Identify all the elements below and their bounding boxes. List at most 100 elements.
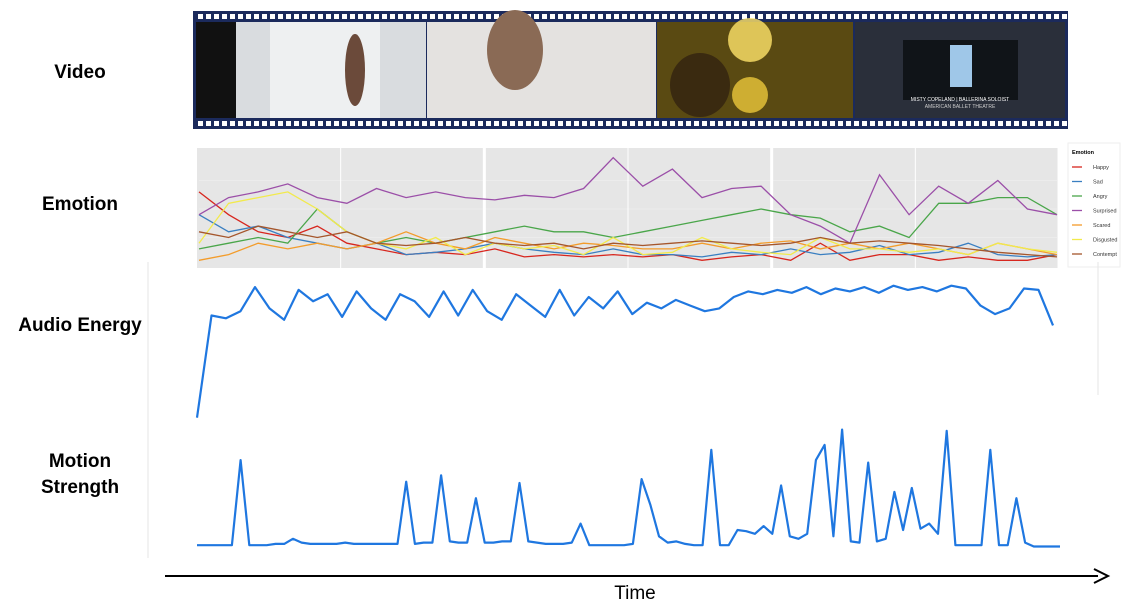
film-hole bbox=[334, 14, 339, 19]
film-hole bbox=[230, 14, 235, 19]
film-hole bbox=[270, 14, 275, 19]
film-hole bbox=[558, 121, 563, 126]
film-hole bbox=[286, 121, 291, 126]
film-hole bbox=[662, 121, 667, 126]
film-hole bbox=[654, 121, 659, 126]
film-hole bbox=[878, 121, 883, 126]
film-hole bbox=[638, 14, 643, 19]
film-hole bbox=[830, 121, 835, 126]
film-hole bbox=[614, 121, 619, 126]
film-hole bbox=[998, 121, 1003, 126]
film-hole bbox=[198, 121, 203, 126]
film-hole bbox=[974, 14, 979, 19]
film-hole bbox=[374, 14, 379, 19]
legend-label: Sad bbox=[1093, 180, 1103, 186]
film-hole bbox=[542, 14, 547, 19]
film-hole bbox=[926, 14, 931, 19]
film-hole bbox=[358, 121, 363, 126]
film-hole bbox=[966, 121, 971, 126]
film-hole bbox=[798, 121, 803, 126]
film-hole bbox=[1006, 14, 1011, 19]
film-hole bbox=[534, 14, 539, 19]
signal-line bbox=[197, 430, 1060, 547]
film-hole bbox=[822, 121, 827, 126]
legend-label: Scared bbox=[1093, 223, 1110, 229]
film-hole bbox=[550, 14, 555, 19]
film-hole bbox=[206, 14, 211, 19]
film-hole bbox=[270, 121, 275, 126]
film-hole bbox=[758, 14, 763, 19]
film-hole bbox=[918, 14, 923, 19]
film-hole bbox=[262, 121, 267, 126]
film-hole bbox=[262, 14, 267, 19]
film-hole bbox=[966, 14, 971, 19]
film-hole bbox=[454, 121, 459, 126]
row-label: Audio Energy bbox=[18, 315, 142, 336]
film-hole bbox=[630, 14, 635, 19]
film-hole bbox=[374, 121, 379, 126]
film-hole bbox=[694, 14, 699, 19]
film-hole bbox=[742, 121, 747, 126]
film-hole bbox=[438, 14, 443, 19]
film-hole bbox=[990, 121, 995, 126]
film-hole bbox=[670, 121, 675, 126]
film-hole bbox=[974, 121, 979, 126]
film-hole bbox=[678, 121, 683, 126]
film-hole bbox=[342, 14, 347, 19]
film-hole bbox=[950, 121, 955, 126]
film-hole bbox=[910, 121, 915, 126]
film-hole bbox=[278, 14, 283, 19]
frame-detail bbox=[670, 53, 730, 117]
film-hole bbox=[1014, 121, 1019, 126]
film-hole bbox=[766, 14, 771, 19]
frame-detail bbox=[728, 18, 772, 62]
film-hole bbox=[430, 14, 435, 19]
film-hole bbox=[206, 121, 211, 126]
film-hole bbox=[582, 14, 587, 19]
film-hole bbox=[902, 121, 907, 126]
legend-label: Happy bbox=[1093, 165, 1109, 171]
film-hole bbox=[950, 14, 955, 19]
film-hole bbox=[990, 14, 995, 19]
film-hole bbox=[198, 14, 203, 19]
film-hole bbox=[294, 121, 299, 126]
film-hole bbox=[686, 121, 691, 126]
film-hole bbox=[734, 14, 739, 19]
film-hole bbox=[814, 14, 819, 19]
film-hole bbox=[366, 121, 371, 126]
film-hole bbox=[318, 14, 323, 19]
film-hole bbox=[782, 121, 787, 126]
film-hole bbox=[870, 121, 875, 126]
film-hole bbox=[350, 121, 355, 126]
film-hole bbox=[470, 121, 475, 126]
film-hole bbox=[766, 121, 771, 126]
legend-label: Contempt bbox=[1093, 252, 1117, 258]
video-frame bbox=[427, 22, 656, 118]
film-hole bbox=[366, 14, 371, 19]
film-hole bbox=[726, 121, 731, 126]
film-hole bbox=[342, 121, 347, 126]
film-hole bbox=[718, 121, 723, 126]
film-hole bbox=[438, 121, 443, 126]
film-hole bbox=[550, 121, 555, 126]
film-hole bbox=[486, 14, 491, 19]
film-hole bbox=[214, 121, 219, 126]
film-hole bbox=[878, 14, 883, 19]
frame-detail bbox=[950, 45, 972, 87]
film-hole bbox=[398, 121, 403, 126]
legend-label: Disgusted bbox=[1093, 238, 1117, 244]
film-hole bbox=[694, 121, 699, 126]
film-hole bbox=[622, 121, 627, 126]
signal-line bbox=[197, 286, 1053, 418]
film-hole bbox=[838, 121, 843, 126]
film-hole bbox=[246, 14, 251, 19]
film-hole bbox=[462, 14, 467, 19]
film-hole bbox=[958, 121, 963, 126]
film-hole bbox=[398, 14, 403, 19]
page: MISTY COPELAND | BALLERINA SOLOIST AMERI… bbox=[0, 0, 1125, 606]
film-hole bbox=[926, 121, 931, 126]
film-hole bbox=[1030, 14, 1035, 19]
film-hole bbox=[414, 121, 419, 126]
film-hole bbox=[646, 121, 651, 126]
film-hole bbox=[670, 14, 675, 19]
